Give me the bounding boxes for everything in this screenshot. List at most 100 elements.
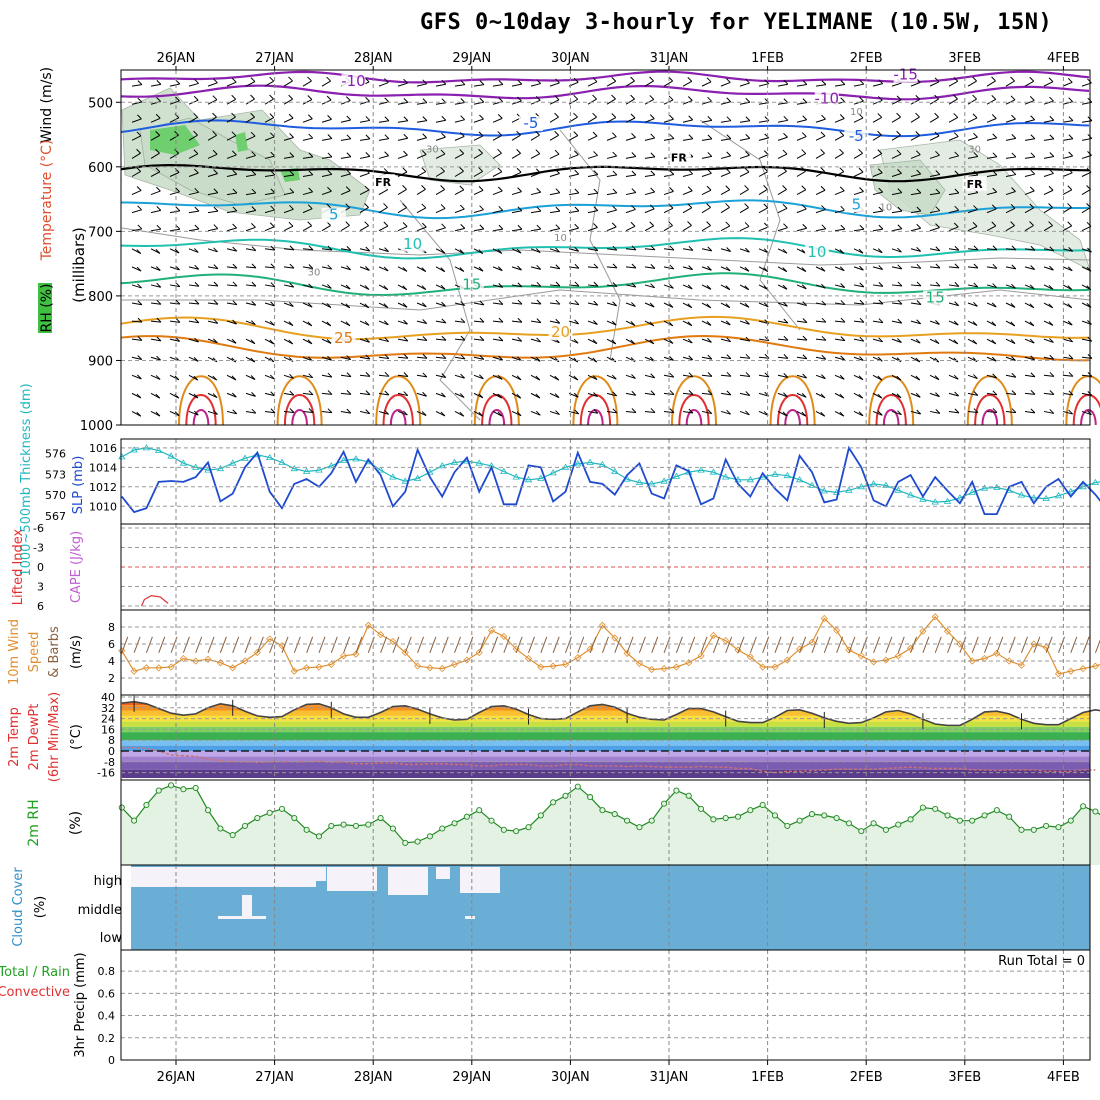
wind-barb: [359, 392, 370, 396]
wind-barb: [378, 248, 389, 253]
wind-barb-flag: [611, 374, 617, 380]
wind-barb-flag: [1067, 77, 1073, 83]
wind-barb: [549, 192, 560, 196]
wind-barb: [150, 356, 161, 361]
wind-barb-flag: [479, 317, 485, 323]
wind-barb-flag: [402, 203, 407, 208]
wind-barb-flag: [326, 76, 331, 82]
rh-contour: [121, 227, 1091, 266]
x-tick-label-top: 31JAN: [650, 51, 689, 66]
rh-marker: [476, 807, 483, 814]
wind-barb: [967, 284, 978, 288]
wind-barb-flag: [592, 112, 597, 118]
wind-barb-flag: [650, 170, 656, 176]
wind-barb-flag: [725, 320, 731, 326]
wind-barb-flag: [516, 248, 522, 254]
wind-barb: [796, 208, 807, 214]
wind-barb: [131, 135, 142, 141]
wind-barb: [549, 153, 560, 159]
wind-barb-10m: [1082, 636, 1090, 654]
wind-barb-flag: [707, 246, 713, 252]
wind-barb-flag: [954, 245, 960, 251]
wind-barb: [739, 189, 749, 196]
axis-title-slp: SLP (mb): [71, 456, 86, 515]
wind-barb: [720, 356, 731, 360]
wind-barb-flag: [194, 281, 200, 287]
wind-barb-flag: [839, 393, 845, 399]
wind-barb-flag: [687, 186, 693, 192]
wind-barb-flag: [478, 393, 484, 399]
wind-barb-10m: [922, 636, 930, 654]
wind-barb: [815, 320, 826, 323]
wind-barb: [815, 338, 826, 341]
wind-speed-marker: [167, 663, 175, 671]
isotherm-loop: [473, 375, 520, 426]
wind-barb-flag: [897, 224, 903, 230]
wind-barb: [1081, 225, 1092, 232]
wind-barb-flag: [726, 354, 732, 359]
wind-barb-flag: [156, 282, 162, 288]
wind-barb-flag: [934, 375, 940, 381]
x-tick-label-bottom: 30JAN: [551, 1070, 590, 1085]
wind-barb: [872, 228, 883, 232]
wind-barb: [435, 153, 446, 159]
wind-barb-flag: [270, 132, 275, 138]
wind-barb-flag: [517, 299, 523, 305]
wind-barb-flag: [289, 170, 295, 176]
wind-barb-flag: [403, 336, 409, 342]
wind-barb: [587, 374, 598, 381]
wind-barb: [701, 225, 711, 232]
wind-barb-flag: [459, 267, 465, 272]
wind-barb-flag: [308, 373, 314, 379]
wind-barb: [1043, 248, 1054, 252]
axis-title-rh2m-unit: (%): [68, 811, 84, 835]
wind-barb: [150, 152, 160, 159]
wind-barb-flag: [915, 392, 921, 398]
wind-speed-marker: [487, 626, 496, 634]
wind-barb: [853, 248, 864, 254]
wind-barb: [872, 410, 883, 416]
wind-barb: [397, 410, 408, 416]
wind-barb-flag: [707, 390, 713, 395]
wind-barb-flag: [212, 375, 218, 381]
wind-barb: [986, 208, 997, 214]
wind-barb: [701, 410, 712, 415]
wind-barb: [169, 210, 180, 214]
thickness-marker: [1067, 487, 1075, 495]
wind-barb: [359, 410, 370, 415]
wind-barb-flag: [497, 186, 503, 192]
rh-contour-label: 30: [308, 267, 321, 278]
wind-barb: [416, 410, 427, 416]
wind-barb-flag: [365, 96, 370, 102]
wind-barb-flag: [383, 78, 389, 83]
wind-barb: [891, 210, 902, 214]
panel-frame: [120, 69, 1091, 426]
wind-barb-flag: [688, 408, 694, 414]
wind-barb-flag: [688, 169, 694, 175]
wind-barb-flag: [498, 300, 504, 305]
wind-barb: [587, 266, 598, 269]
wind-barb: [910, 210, 921, 214]
wind-barb-flag: [289, 373, 294, 379]
wind-barb-flag: [611, 113, 617, 118]
wind-barb-flag: [365, 246, 371, 252]
rh-marker: [648, 817, 655, 824]
wind-barb: [302, 284, 313, 289]
wind-barb-flag: [1068, 151, 1074, 157]
wind-barb: [568, 227, 579, 232]
wind-barb: [188, 320, 199, 324]
wind-barb: [796, 136, 807, 141]
wind-barb: [321, 156, 332, 159]
wind-barb: [777, 320, 788, 324]
wind-barb-flag: [440, 284, 446, 290]
wind-barb: [682, 248, 693, 251]
wind-barb-flag: [536, 264, 542, 270]
wind-barb-flag: [669, 170, 675, 175]
wind-barb: [720, 266, 731, 272]
rh-marker: [562, 792, 569, 799]
wind-barb: [511, 210, 522, 214]
wind-barb-flag: [459, 249, 465, 254]
wind-barb: [530, 302, 541, 305]
wind-barb-flag: [479, 335, 485, 341]
wind-barb-flag: [820, 266, 826, 272]
